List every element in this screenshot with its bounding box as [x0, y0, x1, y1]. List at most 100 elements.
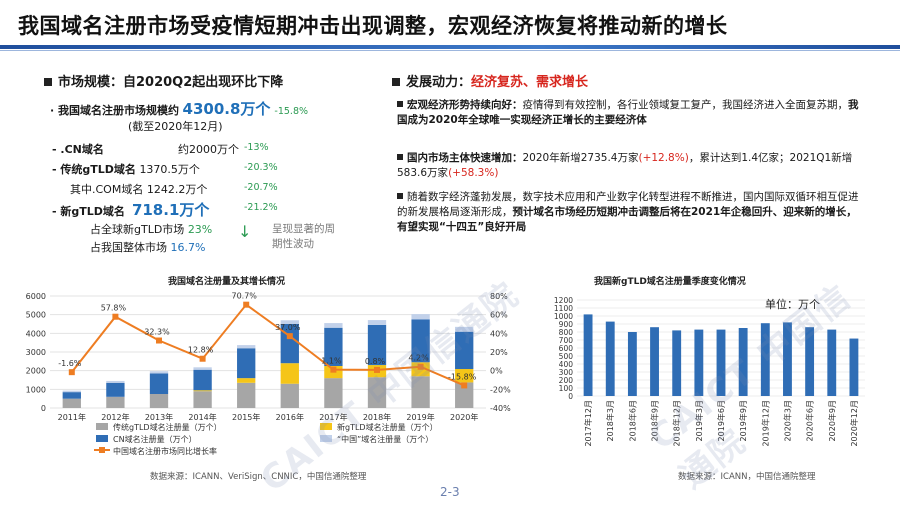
x-tick-label: 2020年3月 — [782, 400, 792, 441]
y2-tick-label: 0% — [490, 367, 503, 376]
x-tick-label: 2015年 — [232, 412, 260, 422]
y-tick-label: 800 — [559, 328, 574, 337]
legend-label: 中国域名注册市场同比增长率 — [113, 446, 217, 456]
total-row: · 我国域名注册市场规模约 4300.8万个 -15.8% — [50, 100, 309, 118]
x-tick-label: 2020年 — [450, 412, 478, 422]
growth-line — [71, 303, 465, 387]
growth-data-label: 0.8% — [365, 357, 386, 366]
legend-swatch — [96, 435, 108, 442]
cn-row: - .CN域名 — [52, 143, 104, 156]
growth-data-label: 32.3% — [144, 328, 170, 337]
growth-point — [68, 369, 75, 376]
bullet-square-icon — [397, 193, 403, 199]
growth-data-label: -1.6% — [58, 359, 82, 368]
y-tick-label: 700 — [559, 336, 574, 345]
bar — [805, 327, 815, 396]
bar-segment — [62, 398, 81, 408]
growth-point — [199, 355, 206, 362]
unit-label: 单位：万个 — [765, 297, 820, 311]
bar-segment — [193, 369, 212, 391]
down-arrow-icon: ↓ — [238, 222, 252, 241]
y-tick-label: 300 — [559, 368, 574, 377]
x-tick-label: 2017年12月 — [583, 400, 593, 447]
gtld-pct: -20.3% — [244, 162, 278, 173]
x-tick-label: 2019年12月 — [760, 400, 770, 447]
bar-segment — [193, 390, 212, 392]
bar-segment — [193, 391, 212, 408]
bar-segment — [324, 378, 343, 408]
bar — [605, 321, 615, 396]
new-gtld-row: - 新gTLD域名 718.1万个 — [52, 201, 210, 219]
cn-pct: -13% — [244, 142, 269, 153]
growth-data-label: 1.1% — [321, 357, 342, 366]
y-tick-label: 3000 — [26, 348, 46, 357]
bullet-square-icon — [44, 77, 52, 86]
x-tick-label: 2018年9月 — [650, 400, 660, 441]
bar-segment — [149, 371, 169, 374]
growth-data-label: 12.8% — [188, 346, 214, 355]
y-tick-label: 1000 — [554, 312, 573, 321]
bar-segment — [455, 382, 474, 408]
bar-segment — [237, 348, 256, 379]
market-size-heading: 市场规模：自2020Q2起出现环比下降 — [44, 71, 283, 90]
bar-segment — [324, 327, 343, 366]
y-tick-label: 0 — [41, 404, 46, 413]
bar — [716, 329, 726, 396]
y-tick-label: 4000 — [26, 329, 46, 338]
bar-segment — [455, 369, 474, 383]
bar — [694, 329, 704, 396]
growth-point — [243, 301, 250, 308]
driver-paragraph-2: 国内市场主体快速增加：2020年新增2735.4万家(+12.8%)，累计达到1… — [397, 152, 853, 179]
growth-point — [330, 366, 337, 373]
global-share-row: 占全球新gTLD市场 23% — [90, 223, 213, 236]
x-tick-label: 2019年 — [406, 412, 434, 422]
bar-segment — [280, 320, 299, 324]
legend-swatch — [99, 447, 105, 453]
y-tick-label: 500 — [559, 352, 574, 361]
growth-data-label: -15.8% — [448, 372, 477, 381]
x-tick-label: 2011年 — [58, 412, 86, 422]
trend-note: 呈现显著的周期性波动 — [272, 223, 335, 250]
y-tick-label: 0 — [568, 392, 573, 401]
cn-value: 约2000万个 — [178, 143, 239, 156]
y-tick-label: 1200 — [554, 296, 573, 305]
y-tick-label: 200 — [559, 376, 574, 385]
page-number: 2-3 — [440, 485, 460, 499]
bar-segment — [149, 373, 169, 394]
bar — [849, 338, 859, 396]
x-tick-label: 2019年6月 — [716, 400, 726, 441]
growth-point — [156, 337, 162, 344]
bar — [672, 330, 682, 396]
bar-segment — [455, 331, 474, 370]
growth-data-label: 37.0% — [275, 323, 301, 332]
bar — [827, 329, 837, 396]
growth-data-label: 4.2% — [408, 354, 429, 363]
growth-point — [112, 313, 119, 320]
y-tick-label: 900 — [559, 320, 574, 329]
total-note: (截至2020年12月) — [128, 120, 223, 133]
legend-label: 传统gTLD域名注册量（万个） — [113, 422, 222, 432]
y-tick-label: 1100 — [554, 304, 573, 313]
x-tick-label: 2018年6月 — [627, 400, 637, 441]
y2-tick-label: 80% — [490, 292, 508, 301]
source-right: 数据来源：ICANN，中国信通院整理 — [678, 472, 816, 482]
y-tick-label: 1000 — [26, 385, 46, 394]
new-gtld-pct: -21.2% — [244, 202, 278, 213]
bar-segment — [106, 380, 125, 383]
bar-segment — [280, 363, 299, 384]
bar-segment — [324, 323, 343, 328]
growth-point — [461, 382, 468, 389]
growth-point — [417, 363, 424, 370]
bar-segment — [280, 383, 299, 408]
x-tick-label: 2018年12月 — [672, 400, 682, 447]
bar-segment — [106, 382, 125, 397]
bar-segment — [411, 319, 430, 363]
bar-segment — [62, 390, 81, 393]
x-tick-label: 2020年6月 — [805, 400, 815, 441]
legend-label: 新gTLD域名注册量（万个） — [337, 422, 438, 432]
com-row: 其中.COM域名 1242.2万个 — [70, 183, 208, 196]
x-tick-label: 2017年 — [319, 412, 347, 422]
title-underline-thin — [0, 50, 900, 51]
growth-data-label: 57.8% — [101, 304, 127, 313]
x-tick-label: 2014年 — [188, 412, 216, 422]
